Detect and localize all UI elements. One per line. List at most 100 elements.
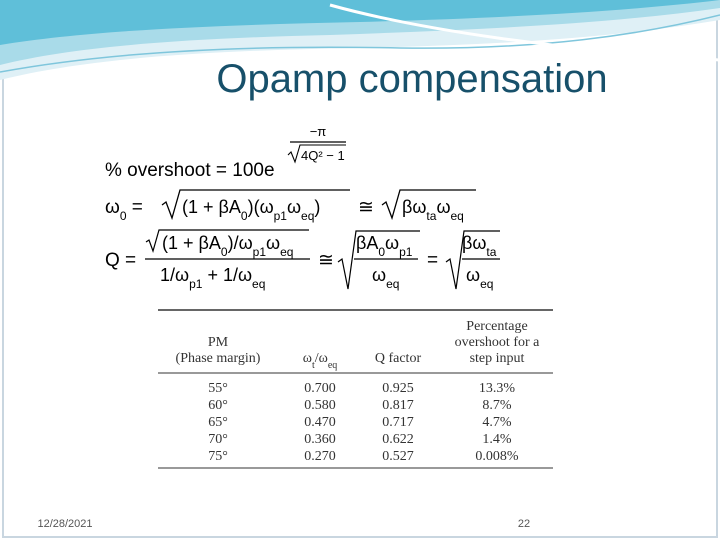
table-header: Percentage bbox=[466, 319, 527, 334]
eq-part: ω bbox=[287, 197, 301, 217]
equation-text: 4Q² − 1 bbox=[301, 148, 345, 163]
table-cell: 55° bbox=[208, 381, 228, 396]
eq-sub: 0 bbox=[241, 209, 248, 223]
table-cell: 70° bbox=[208, 432, 228, 447]
table-cell: 1.4% bbox=[482, 432, 512, 447]
equation-text: ≅ bbox=[318, 250, 334, 271]
table-header: PM bbox=[208, 335, 229, 350]
eq-sub: eq bbox=[480, 277, 493, 291]
eq-part: (1 + βA bbox=[182, 197, 241, 217]
eq-part: ω bbox=[266, 233, 280, 253]
equation-text: (1 + βA0)/ωp1ωeq bbox=[162, 233, 293, 259]
eq-part: βω bbox=[402, 197, 426, 217]
radical bbox=[381, 189, 476, 221]
wave-line bbox=[329, 3, 720, 62]
equation: ω0 = (1 + βA0)(ωp1ωeq) ≅ βωtaωeq bbox=[105, 189, 476, 223]
equation-text: ≅ bbox=[358, 197, 374, 218]
header-sub: t bbox=[312, 360, 315, 371]
eq-part: )/ω bbox=[228, 233, 253, 253]
radical bbox=[145, 229, 309, 253]
equation-text: 1/ωp1 + 1/ωeq bbox=[160, 265, 265, 291]
eq-part: βω bbox=[462, 233, 486, 253]
table-cell: 13.3% bbox=[479, 381, 516, 396]
eq-sub: ta bbox=[486, 245, 496, 259]
equation-text: (1 + βA0)(ωp1ωeq) bbox=[182, 197, 320, 223]
eq-part: ) bbox=[314, 197, 320, 217]
header-decoration bbox=[0, 0, 720, 80]
equation-text: βωtaωeq bbox=[402, 197, 464, 223]
table-header: overshoot for a bbox=[455, 335, 541, 350]
eq-part: (1 + βA bbox=[162, 233, 221, 253]
eq-sub: p1 bbox=[189, 277, 203, 291]
radical bbox=[445, 230, 500, 290]
radical bbox=[337, 230, 420, 290]
table-cell: 75° bbox=[208, 449, 228, 464]
equation-text: % overshoot = 100e bbox=[105, 160, 275, 181]
eq-sub: p1 bbox=[274, 209, 288, 223]
header-part: /ω bbox=[315, 351, 328, 366]
equation-text: −π bbox=[310, 124, 327, 139]
eq-part: ω bbox=[436, 197, 450, 217]
eq-sub: eq bbox=[280, 245, 293, 259]
table-cell: 0.925 bbox=[382, 381, 414, 396]
eq-sub: 0 bbox=[221, 245, 228, 259]
eq-part: )(ω bbox=[248, 197, 274, 217]
wave-line bbox=[0, 14, 720, 73]
eq-sub: 0 bbox=[120, 209, 127, 223]
eq-sub: p1 bbox=[399, 245, 413, 259]
equation-text: βA0ωp1 bbox=[356, 233, 413, 259]
equation-text: ωeq bbox=[466, 265, 493, 291]
table-cell: 0.270 bbox=[304, 449, 336, 464]
table-cell: 0.470 bbox=[304, 415, 336, 430]
eq-sub: eq bbox=[386, 277, 399, 291]
eq-part: βA bbox=[356, 233, 378, 253]
eq-part: + 1/ω bbox=[202, 265, 252, 285]
equation-text: = bbox=[427, 250, 438, 271]
table-header: Q factor bbox=[375, 351, 422, 366]
slide-title: Opamp compensation bbox=[216, 57, 607, 101]
table-cell: 60° bbox=[208, 398, 228, 413]
footer-date: 12/28/2021 bbox=[37, 518, 92, 530]
eq-part: ω bbox=[105, 197, 120, 218]
equation-text: ωeq bbox=[372, 265, 399, 291]
eq-sub: eq bbox=[301, 209, 314, 223]
table-cell: 0.622 bbox=[382, 432, 414, 447]
eq-part: = bbox=[127, 197, 149, 218]
page-number: 22 bbox=[518, 518, 530, 530]
table-cell: 0.717 bbox=[382, 415, 414, 430]
table: ωt/ωeq PM(Phase margin) Q factor Percentag… bbox=[158, 309, 553, 469]
table-cell: 0.008% bbox=[475, 449, 519, 464]
equation: % overshoot = 100e −π 4Q² − 1 bbox=[105, 124, 346, 181]
table-cell: 0.817 bbox=[382, 398, 414, 413]
eq-sub: ta bbox=[426, 209, 436, 223]
wave bbox=[0, 0, 720, 45]
table-cell: 65° bbox=[208, 415, 228, 430]
eq-part: 1/ω bbox=[160, 265, 189, 285]
header-part: ω bbox=[303, 351, 312, 366]
table-header: ωt/ωeq bbox=[303, 351, 338, 371]
table-cell: 8.7% bbox=[482, 398, 512, 413]
table-header: step input bbox=[470, 351, 525, 366]
header-sub: eq bbox=[328, 360, 337, 371]
equation-text: βωta bbox=[462, 233, 497, 259]
table-cell: 0.580 bbox=[304, 398, 336, 413]
eq-sub: eq bbox=[252, 277, 265, 291]
eq-part: ω bbox=[372, 265, 386, 285]
eq-part: ω bbox=[385, 233, 399, 253]
radical bbox=[287, 144, 346, 164]
table-header: (Phase margin) bbox=[176, 351, 261, 366]
table-cell: 0.360 bbox=[304, 432, 336, 447]
table-cell: 4.7% bbox=[482, 415, 512, 430]
table-cell: 0.700 bbox=[304, 381, 336, 396]
table-cell: 0.527 bbox=[382, 449, 414, 464]
eq-sub: p1 bbox=[253, 245, 267, 259]
equation-text: Q = bbox=[105, 250, 136, 271]
eq-part: ω bbox=[466, 265, 480, 285]
radical bbox=[161, 189, 350, 221]
equation: Q = (1 + βA0)/ωp1ωeq 1/ωp1 + 1/ωeq ≅ βA0… bbox=[105, 229, 500, 291]
eq-sub: 0 bbox=[378, 245, 385, 259]
equation-text: ω0 = bbox=[105, 197, 148, 223]
eq-sub: eq bbox=[451, 209, 464, 223]
